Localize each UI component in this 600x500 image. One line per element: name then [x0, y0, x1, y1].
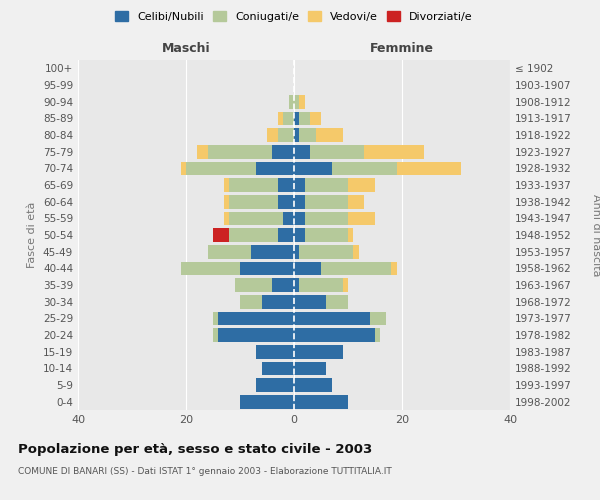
Legend: Celibi/Nubili, Coniugati/e, Vedovi/e, Divorziati/e: Celibi/Nubili, Coniugati/e, Vedovi/e, Di… [112, 8, 476, 25]
Bar [375, 328, 380, 342]
Bar [224, 178, 229, 192]
Bar [294, 95, 299, 108]
Bar [272, 278, 294, 292]
Bar [310, 145, 364, 158]
Y-axis label: Fasce di età: Fasce di età [28, 202, 37, 268]
Bar [305, 228, 348, 242]
Bar [305, 178, 348, 192]
Bar [294, 345, 343, 358]
Bar [294, 395, 348, 408]
Bar [326, 295, 348, 308]
Bar [262, 295, 294, 308]
Bar [213, 328, 218, 342]
Bar [343, 278, 348, 292]
Bar [294, 262, 321, 275]
Bar [278, 178, 294, 192]
Bar [208, 245, 251, 258]
Bar [348, 178, 375, 192]
Bar [283, 212, 294, 225]
Bar [294, 278, 299, 292]
Bar [218, 328, 294, 342]
Bar [364, 145, 424, 158]
Bar [278, 112, 283, 125]
Bar [229, 212, 283, 225]
Bar [256, 345, 294, 358]
Bar [332, 162, 397, 175]
Bar [348, 195, 364, 208]
Bar [208, 145, 272, 158]
Bar [278, 195, 294, 208]
Bar [240, 295, 262, 308]
Bar [294, 328, 375, 342]
Bar [294, 145, 310, 158]
Bar [294, 195, 305, 208]
Text: COMUNE DI BANARI (SS) - Dati ISTAT 1° gennaio 2003 - Elaborazione TUTTITALIA.IT: COMUNE DI BANARI (SS) - Dati ISTAT 1° ge… [18, 468, 392, 476]
Y-axis label: Anni di nascita: Anni di nascita [591, 194, 600, 276]
Bar [310, 112, 321, 125]
Bar [294, 295, 326, 308]
Bar [272, 145, 294, 158]
Bar [397, 162, 461, 175]
Bar [299, 245, 353, 258]
Bar [229, 228, 278, 242]
Bar [267, 128, 278, 142]
Bar [289, 95, 294, 108]
Bar [224, 212, 229, 225]
Bar [229, 178, 278, 192]
Bar [251, 245, 294, 258]
Bar [229, 195, 278, 208]
Bar [305, 195, 348, 208]
Bar [294, 245, 299, 258]
Bar [294, 362, 326, 375]
Bar [391, 262, 397, 275]
Bar [278, 228, 294, 242]
Bar [235, 278, 272, 292]
Text: Popolazione per età, sesso e stato civile - 2003: Popolazione per età, sesso e stato civil… [18, 442, 372, 456]
Bar [294, 128, 299, 142]
Bar [305, 212, 348, 225]
Bar [299, 128, 316, 142]
Bar [353, 245, 359, 258]
Bar [213, 228, 229, 242]
Bar [299, 112, 310, 125]
Bar [321, 262, 391, 275]
Bar [181, 162, 186, 175]
Bar [197, 145, 208, 158]
Bar [348, 228, 353, 242]
Bar [262, 362, 294, 375]
Bar [370, 312, 386, 325]
Bar [294, 178, 305, 192]
Bar [283, 112, 294, 125]
Bar [218, 312, 294, 325]
Bar [294, 228, 305, 242]
Bar [294, 112, 299, 125]
Bar [299, 278, 343, 292]
Text: Maschi: Maschi [161, 42, 211, 55]
Bar [224, 195, 229, 208]
Bar [181, 262, 240, 275]
Bar [348, 212, 375, 225]
Bar [294, 378, 332, 392]
Bar [256, 378, 294, 392]
Bar [294, 312, 370, 325]
Bar [256, 162, 294, 175]
Bar [240, 395, 294, 408]
Bar [294, 162, 332, 175]
Bar [278, 128, 294, 142]
Bar [294, 212, 305, 225]
Bar [316, 128, 343, 142]
Bar [240, 262, 294, 275]
Text: Femmine: Femmine [370, 42, 434, 55]
Bar [186, 162, 256, 175]
Bar [213, 312, 218, 325]
Bar [299, 95, 305, 108]
